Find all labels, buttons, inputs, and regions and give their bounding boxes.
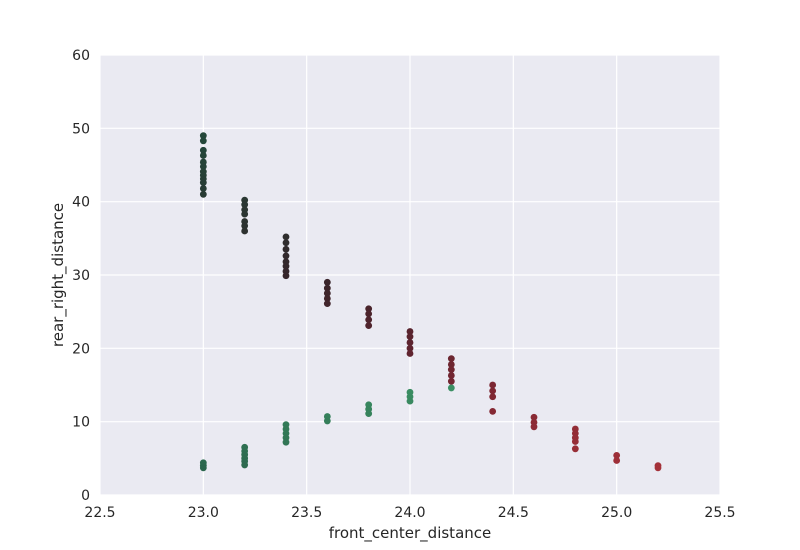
x-tick-label: 25.5: [704, 505, 735, 521]
scatter-point: [323, 300, 331, 307]
scatter-point: [365, 310, 373, 318]
scatter-point: [654, 464, 662, 472]
y-tick-label: 10: [72, 415, 90, 431]
y-tick-label: 60: [72, 48, 90, 64]
scatter-point: [199, 152, 207, 159]
scatter-point: [241, 222, 249, 230]
x-tick-label: 24.5: [498, 505, 529, 521]
scatter-point: [447, 361, 455, 368]
scatter-point: [406, 397, 414, 405]
scatter-point: [241, 227, 249, 235]
scatter-point: [282, 262, 290, 270]
scatter-point: [241, 210, 249, 218]
scatter-point: [241, 201, 249, 209]
scatter-point: [447, 355, 455, 362]
scatter-point: [282, 233, 290, 241]
scatter-point: [199, 163, 207, 170]
scatter-point: [489, 408, 497, 415]
scatter-point: [489, 381, 497, 389]
scatter-point: [323, 284, 331, 292]
x-axis-label: front_center_distance: [329, 524, 492, 543]
scatter-point: [323, 417, 331, 425]
x-tick-label: 23.5: [291, 505, 322, 521]
x-tick-label: 23.0: [188, 505, 219, 521]
scatter-point: [282, 239, 290, 247]
scatter-point: [199, 190, 207, 198]
scatter-point: [613, 457, 621, 464]
scatter-point: [447, 384, 455, 392]
scatter-point: [199, 132, 207, 140]
scatter-point: [489, 387, 497, 395]
x-tick-label: 25.0: [601, 505, 632, 521]
scatter-point: [199, 464, 207, 472]
scatter-point: [241, 461, 249, 469]
scatter-point: [447, 372, 455, 379]
y-tick-labels: 0 10 20 30 40 50 60: [72, 48, 90, 504]
scatter-point: [447, 366, 455, 373]
scatter-point: [365, 410, 373, 417]
data-points: [199, 132, 662, 472]
scatter-point: [323, 295, 331, 302]
y-tick-label: 40: [72, 195, 90, 211]
y-tick-label: 0: [81, 488, 90, 504]
y-tick-label: 30: [72, 268, 90, 284]
scatter-point: [489, 393, 497, 401]
scatter-point: [365, 305, 373, 313]
scatter-point: [282, 252, 290, 260]
scatter-point: [406, 333, 414, 340]
scatter-point: [571, 438, 579, 445]
x-tick-label: 24.0: [394, 505, 425, 521]
scatter-point: [199, 146, 207, 154]
y-tick-label: 20: [72, 341, 90, 357]
scatter-point: [282, 272, 290, 280]
scatter-point: [199, 137, 207, 145]
y-axis-label: rear_right_distance: [49, 203, 68, 347]
y-tick-label: 50: [72, 121, 90, 137]
x-tick-label: 22.5: [84, 505, 115, 521]
scatter-point: [613, 452, 621, 459]
scatter-point: [282, 438, 290, 446]
scatter-point: [530, 423, 538, 431]
scatter-point: [323, 278, 331, 286]
scatter-point: [530, 413, 538, 421]
scatter-point: [365, 316, 373, 324]
scatter-point: [199, 185, 207, 192]
scatter-point: [406, 328, 414, 335]
scatter-point: [447, 377, 455, 385]
scatter-point: [365, 322, 373, 329]
x-tick-labels: 22.5 23.0 23.5 24.0 24.5 25.0 25.5: [84, 505, 735, 521]
scatter-point: [323, 289, 331, 297]
scatter-point: [406, 339, 414, 346]
scatter-point: [406, 344, 414, 352]
scatter-point: [571, 445, 579, 453]
scatter-point: [199, 179, 207, 187]
scatter-point: [282, 245, 290, 253]
scatter-point: [406, 350, 414, 357]
